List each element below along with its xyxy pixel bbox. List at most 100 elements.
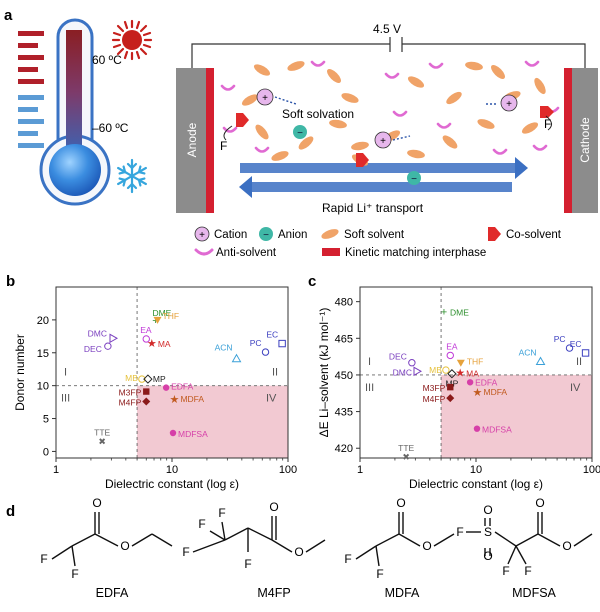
point-label: DEC <box>389 352 407 362</box>
data-point <box>138 375 146 383</box>
point-label: THF <box>467 357 484 367</box>
atom-label: F <box>376 567 383 581</box>
svg-text:Anti-solvent: Anti-solvent <box>216 247 277 259</box>
temp-bar <box>18 95 44 100</box>
x-axis-label: Dielectric constant (log ε) <box>409 477 543 491</box>
atom-label: F <box>344 552 351 566</box>
snowflake-icon <box>117 158 147 194</box>
point-label: MP <box>153 374 166 384</box>
co-solvent-molecule <box>236 113 249 127</box>
svg-text:Anion: Anion <box>278 229 307 241</box>
solvation-link <box>274 96 297 105</box>
legend-interphase: Kinetic matching interphase <box>322 247 486 259</box>
bond <box>355 545 377 560</box>
bond <box>51 545 73 560</box>
soft-solvent-molecule <box>255 124 269 140</box>
point-label: MDFA <box>483 387 507 397</box>
point-label: EC <box>570 339 582 349</box>
quadrant-label: I <box>368 356 371 368</box>
data-point <box>231 353 242 363</box>
rapid-transport-label: Rapid Li⁺ transport <box>322 201 424 215</box>
point-label: M3FP <box>119 388 142 398</box>
bond <box>209 530 226 541</box>
anion-icon <box>293 125 307 139</box>
soft-solvent-molecule <box>271 151 289 161</box>
anti-solvent-molecule <box>220 84 236 91</box>
data-point <box>143 374 153 384</box>
legend-anti-solvent: Anti-solvent <box>194 247 277 259</box>
data-point: ✖ <box>402 452 410 462</box>
data-point <box>473 425 481 432</box>
bond <box>375 533 400 547</box>
temp-bar <box>18 143 44 148</box>
point-label: EA <box>446 341 458 351</box>
bond <box>305 539 326 553</box>
temp-high-label: 60 ºC <box>92 53 122 67</box>
point-label: DME <box>152 308 171 318</box>
temp-bar <box>18 31 44 36</box>
x-tick-label: 10 <box>470 464 482 476</box>
temp-low-label: –60 ºC <box>92 121 129 135</box>
panel-label-b: b <box>6 273 15 290</box>
voltage-label: 4.5 V <box>373 22 401 36</box>
quadrant-label: III <box>365 382 374 394</box>
cation-icon <box>374 131 392 149</box>
data-point: + <box>441 306 447 318</box>
bond <box>224 527 249 541</box>
transport-arrows <box>239 157 528 198</box>
point-label: DMC <box>88 328 107 338</box>
x-tick-label: 100 <box>279 464 297 476</box>
atom-label: O <box>483 549 492 563</box>
point-label: MP <box>446 379 459 389</box>
atom-label: O <box>483 503 492 517</box>
bond <box>94 533 119 547</box>
bond <box>247 527 273 541</box>
atom-label: O <box>269 500 278 514</box>
y-tick-label: 5 <box>43 414 49 426</box>
x-axis-label: Dielectric constant (log ε) <box>105 477 239 491</box>
anti-solvent-molecule <box>222 126 238 133</box>
temp-bar <box>18 79 44 84</box>
reaction-arrow <box>545 115 552 131</box>
data-point: ★ <box>147 338 157 350</box>
quadrant-label: I <box>64 367 67 379</box>
soft-solvent-molecule <box>442 135 458 149</box>
data-point <box>447 383 454 391</box>
atom-label: F <box>71 567 78 581</box>
soft-solvent-molecule <box>351 141 369 151</box>
bond <box>221 521 226 541</box>
point-label: TTE <box>94 428 110 438</box>
bond <box>398 533 421 547</box>
atom-label: F <box>502 564 509 578</box>
data-point <box>142 335 150 343</box>
data-point <box>153 316 162 324</box>
point-label: EDFA <box>475 377 498 387</box>
soft-solvent-molecule <box>491 65 505 79</box>
cation-symbol: + <box>380 136 386 147</box>
molecule-name: M4FP <box>257 586 290 600</box>
point-label: DEC <box>84 344 102 354</box>
bond <box>271 539 293 553</box>
soft-solvent-molecule <box>465 61 483 71</box>
anti-solvent-molecule <box>492 148 508 155</box>
bond <box>151 533 173 547</box>
svg-text:+: + <box>199 230 205 241</box>
data-point <box>535 356 546 366</box>
data-point <box>447 369 457 379</box>
point-label: EC <box>266 330 278 340</box>
atom-label: O <box>422 539 431 553</box>
point-label: M4FP <box>423 394 446 404</box>
panel-label-c: c <box>308 273 316 290</box>
data-point: ★ <box>473 387 483 399</box>
y-tick-label: 480 <box>335 297 353 309</box>
anode-interphase <box>206 68 214 213</box>
molecule-name: MDFSA <box>512 586 556 600</box>
data-point <box>446 351 454 360</box>
y-tick-label: 420 <box>335 443 353 455</box>
panel-label-a: a <box>4 7 13 24</box>
soft-solvent-molecule <box>407 76 425 88</box>
anode-electrode <box>176 68 206 213</box>
molecule-name: MDFA <box>385 586 420 600</box>
